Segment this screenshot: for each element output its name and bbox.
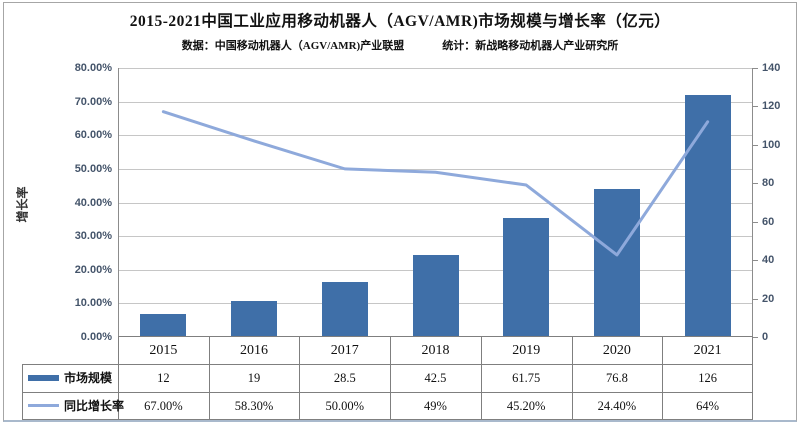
table-row-line [22,364,753,365]
bar-2018 [412,255,459,336]
plot-right-edge [752,68,753,337]
gridline [118,202,753,204]
value-cell: 45.20% [506,398,546,413]
right-axis-tick [753,183,758,185]
left-axis-label: 60.00% [74,129,112,142]
legend-series-label: 市场规模 [64,371,113,386]
table-bottom-line [22,419,753,420]
table-column-line [481,337,482,419]
year-cell: 2015 [149,343,178,358]
growth-line-path [161,110,710,257]
right-axis-tick [753,260,758,262]
legend-cell-growth-rate: 同比增长率 [22,392,124,420]
data-source-label: 数据：中国移动机器人（AGV/AMR)产业联盟 [181,40,405,52]
bar-2016 [231,300,278,336]
gridline [118,236,753,238]
left-axis-label: 10.00% [74,297,112,310]
right-axis-label: 0 [762,331,769,343]
value-cell: 76.8 [605,371,628,385]
year-cell: 2019 [512,343,541,358]
right-axis-label: 60 [762,215,775,228]
statistics-label: 统计：新战略移动机器人产业研究所 [442,40,619,52]
value-cell: 126 [698,371,717,385]
bar-2021 [684,94,731,336]
table-column-line [572,337,573,419]
value-cell: 42.5 [424,371,447,385]
plot-left-edge [118,68,119,337]
value-cell: 67.00% [144,398,183,413]
value-cell: 61.75 [512,371,541,385]
line-series-swatch [28,403,59,407]
table-column-line [299,337,300,419]
right-axis-tick [753,144,758,146]
year-cell: 2016 [240,343,269,358]
value-cell: 19 [247,371,261,385]
value-cell: 50.00% [325,398,365,413]
chart-subtitle: 数据：中国移动机器人（AGV/AMR)产业联盟 统计：新战略移动机器人产业研究所 [0,37,800,53]
gridline [118,101,753,103]
right-axis-tick [753,221,758,223]
year-cell: 2018 [421,343,450,358]
table-column-line [390,337,391,419]
right-axis-tick [753,298,758,300]
legend-series-label: 同比增长率 [64,398,125,413]
year-cell: 2021 [693,343,722,358]
right-axis-label: 140 [762,62,781,74]
left-axis-label: 20.00% [74,263,112,276]
growth-line [161,110,710,257]
left-axis-label: 80.00% [74,62,112,74]
right-axis-label: 40 [762,254,775,267]
table-column-line [752,337,753,419]
gridline [118,168,753,170]
gridline [118,68,753,69]
chart-title: 2015-2021中国工业应用移动机器人（AGV/AMR)市场规模与增长率（亿元… [129,13,671,30]
table-column-line [118,337,119,419]
value-cell: 28.5 [333,371,356,385]
value-cell: 64% [696,398,720,413]
right-axis-label: 20 [762,292,775,305]
gridline [118,135,753,137]
year-cell: 2017 [330,343,359,358]
year-cell: 2020 [602,343,631,358]
right-axis-label: 80 [762,177,775,190]
bar-2015 [140,313,187,336]
table-column-line [209,337,210,419]
right-axis-label: 120 [762,100,781,113]
left-axis-title: 增长率 [15,186,30,223]
left-axis-label: 0.00% [80,331,112,343]
table-column-line [662,337,663,419]
value-cell: 12 [157,371,170,385]
bar-2017 [321,282,368,336]
bar-2020 [593,189,640,336]
right-axis-tick [753,337,758,338]
left-axis-label: 70.00% [74,95,112,108]
bar-2019 [503,218,550,336]
bar-series-swatch [28,374,59,381]
table-row-line [22,391,753,393]
left-axis-label: 50.00% [74,162,112,175]
value-cell: 58.30% [234,398,274,413]
value-cell: 24.40% [597,398,637,413]
value-cell: 49% [424,398,447,413]
right-axis-label: 100 [762,138,781,151]
left-axis-label: 40.00% [74,196,112,209]
right-axis-tick [753,68,758,69]
x-axis-line [118,336,753,337]
right-axis-tick [753,106,758,108]
legend-cell-market-size: 市场规模 [22,364,118,392]
left-axis-label: 30.00% [74,230,112,243]
plot-area [118,68,753,337]
